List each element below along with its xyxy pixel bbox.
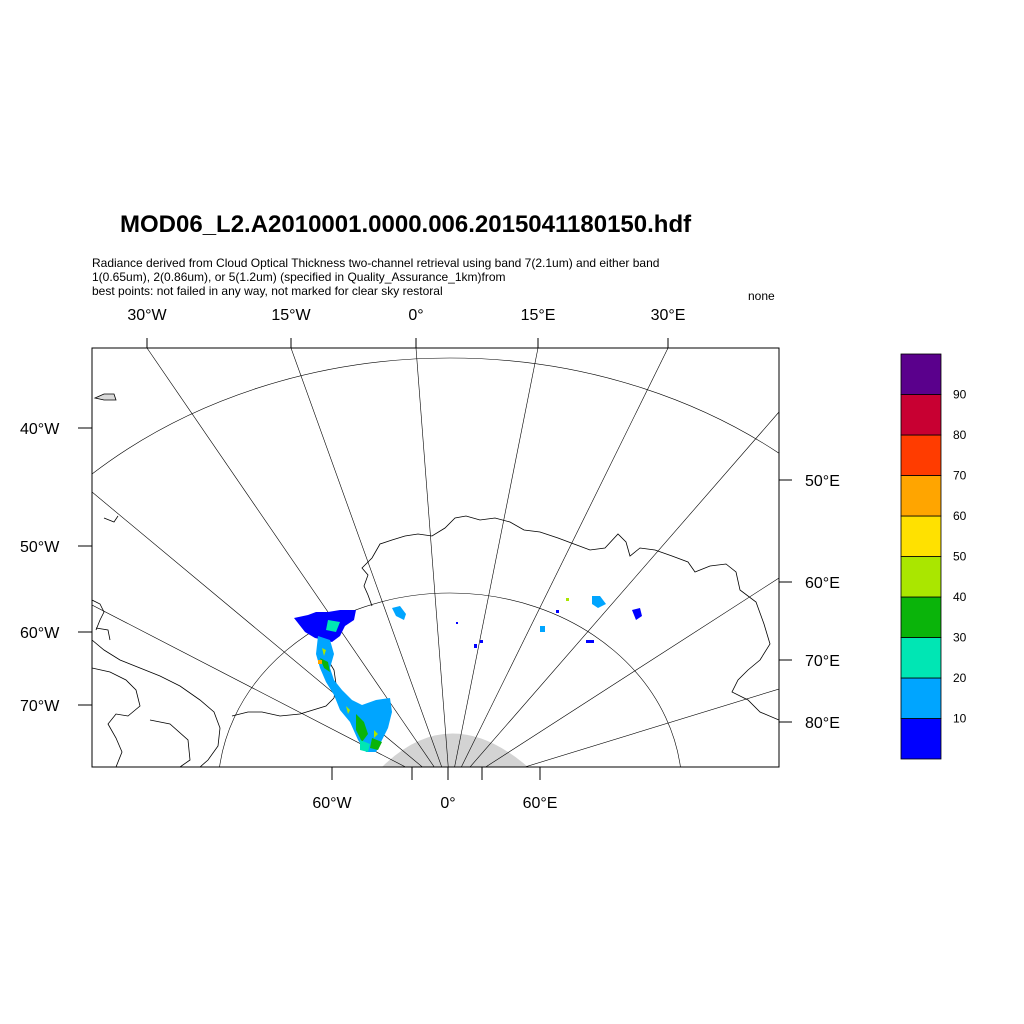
colorbar-box-8 bbox=[900, 434, 942, 476]
colorbar-label-40: 40 bbox=[953, 590, 967, 604]
colorbar-box-7 bbox=[900, 475, 942, 517]
cloud-patch-peninsula-a bbox=[294, 610, 356, 642]
colorbar-label-10: 10 bbox=[953, 712, 967, 726]
cloud-patch-small-f bbox=[566, 598, 569, 601]
colorbar-label-20: 20 bbox=[953, 671, 967, 685]
cloud-patch-peninsula-b bbox=[316, 636, 392, 752]
left-label-70w: 70°W bbox=[20, 698, 60, 715]
subtitle-line-2: 1(0.65um), 2(0.86um), or 5(1.2um) (speci… bbox=[92, 270, 506, 284]
colorbar-box-5 bbox=[900, 556, 942, 598]
colorbar-label-50: 50 bbox=[953, 550, 967, 564]
cloud-patch-small-h bbox=[586, 640, 594, 643]
colorbar: 10 20 30 40 50 60 70 80 90 bbox=[900, 353, 967, 760]
coastline-antarctica bbox=[231, 515, 779, 721]
units-label: none bbox=[748, 289, 775, 303]
coastline-west-fragments bbox=[92, 515, 221, 767]
cloud-patch-small-a bbox=[392, 606, 406, 620]
latitude-grid bbox=[92, 357, 779, 767]
top-label-30e: 30°E bbox=[651, 307, 686, 324]
cloud-patch-peninsula-f bbox=[318, 660, 322, 664]
right-label-70e: 70°E bbox=[805, 653, 840, 670]
colorbar-box-4 bbox=[900, 596, 942, 638]
top-label-30w: 30°W bbox=[127, 307, 167, 324]
coastline-south-america bbox=[93, 393, 117, 401]
map-frame bbox=[91, 347, 780, 768]
colorbar-box-9 bbox=[900, 394, 942, 436]
bottom-label-0: 0° bbox=[440, 795, 455, 812]
meridian-grid bbox=[92, 348, 779, 767]
cloud-patch-small-b bbox=[474, 644, 477, 648]
subtitle-line-3: best points: not failed in any way, not … bbox=[92, 284, 443, 298]
right-label-60e: 60°E bbox=[805, 575, 840, 592]
cloud-patch-peninsula-c bbox=[320, 658, 382, 750]
colorbar-label-70: 70 bbox=[953, 469, 967, 483]
top-label-15e: 15°E bbox=[521, 307, 556, 324]
cloud-patch-small-d bbox=[540, 626, 545, 632]
left-label-60w: 60°W bbox=[20, 625, 60, 642]
right-label-50e: 50°E bbox=[805, 473, 840, 490]
bottom-label-60e: 60°E bbox=[523, 795, 558, 812]
cloud-patch-small-g bbox=[592, 596, 606, 608]
colorbar-label-30: 30 bbox=[953, 631, 967, 645]
plot-title: MOD06_L2.A2010001.0000.006.2015041180150… bbox=[120, 211, 692, 238]
colorbar-box-3 bbox=[900, 637, 942, 679]
pole-mask bbox=[382, 733, 528, 767]
cloud-patch-small-c bbox=[480, 640, 483, 643]
colorbar-box-10 bbox=[900, 353, 942, 395]
subtitle-line-1: Radiance derived from Cloud Optical Thic… bbox=[92, 256, 660, 270]
top-label-0: 0° bbox=[408, 307, 423, 324]
cloud-patch-small-j bbox=[456, 622, 458, 624]
right-label-80e: 80°E bbox=[805, 715, 840, 732]
cloud-data bbox=[294, 596, 642, 752]
plot-subtitle: Radiance derived from Cloud Optical Thic… bbox=[92, 256, 659, 298]
colorbar-box-1 bbox=[900, 718, 942, 760]
bottom-label-60w: 60°W bbox=[312, 795, 352, 812]
colorbar-label-90: 90 bbox=[953, 388, 967, 402]
colorbar-box-2 bbox=[900, 677, 942, 719]
left-label-40w: 40°W bbox=[20, 421, 60, 438]
cloud-patch-small-i bbox=[632, 608, 642, 620]
cloud-patch-small-e bbox=[556, 610, 559, 613]
colorbar-box-6 bbox=[900, 515, 942, 557]
map-area bbox=[92, 348, 779, 767]
colorbar-label-60: 60 bbox=[953, 509, 967, 523]
axis-ticks bbox=[78, 338, 792, 780]
left-label-50w: 50°W bbox=[20, 539, 60, 556]
colorbar-label-80: 80 bbox=[953, 428, 967, 442]
top-label-15w: 15°W bbox=[271, 307, 311, 324]
